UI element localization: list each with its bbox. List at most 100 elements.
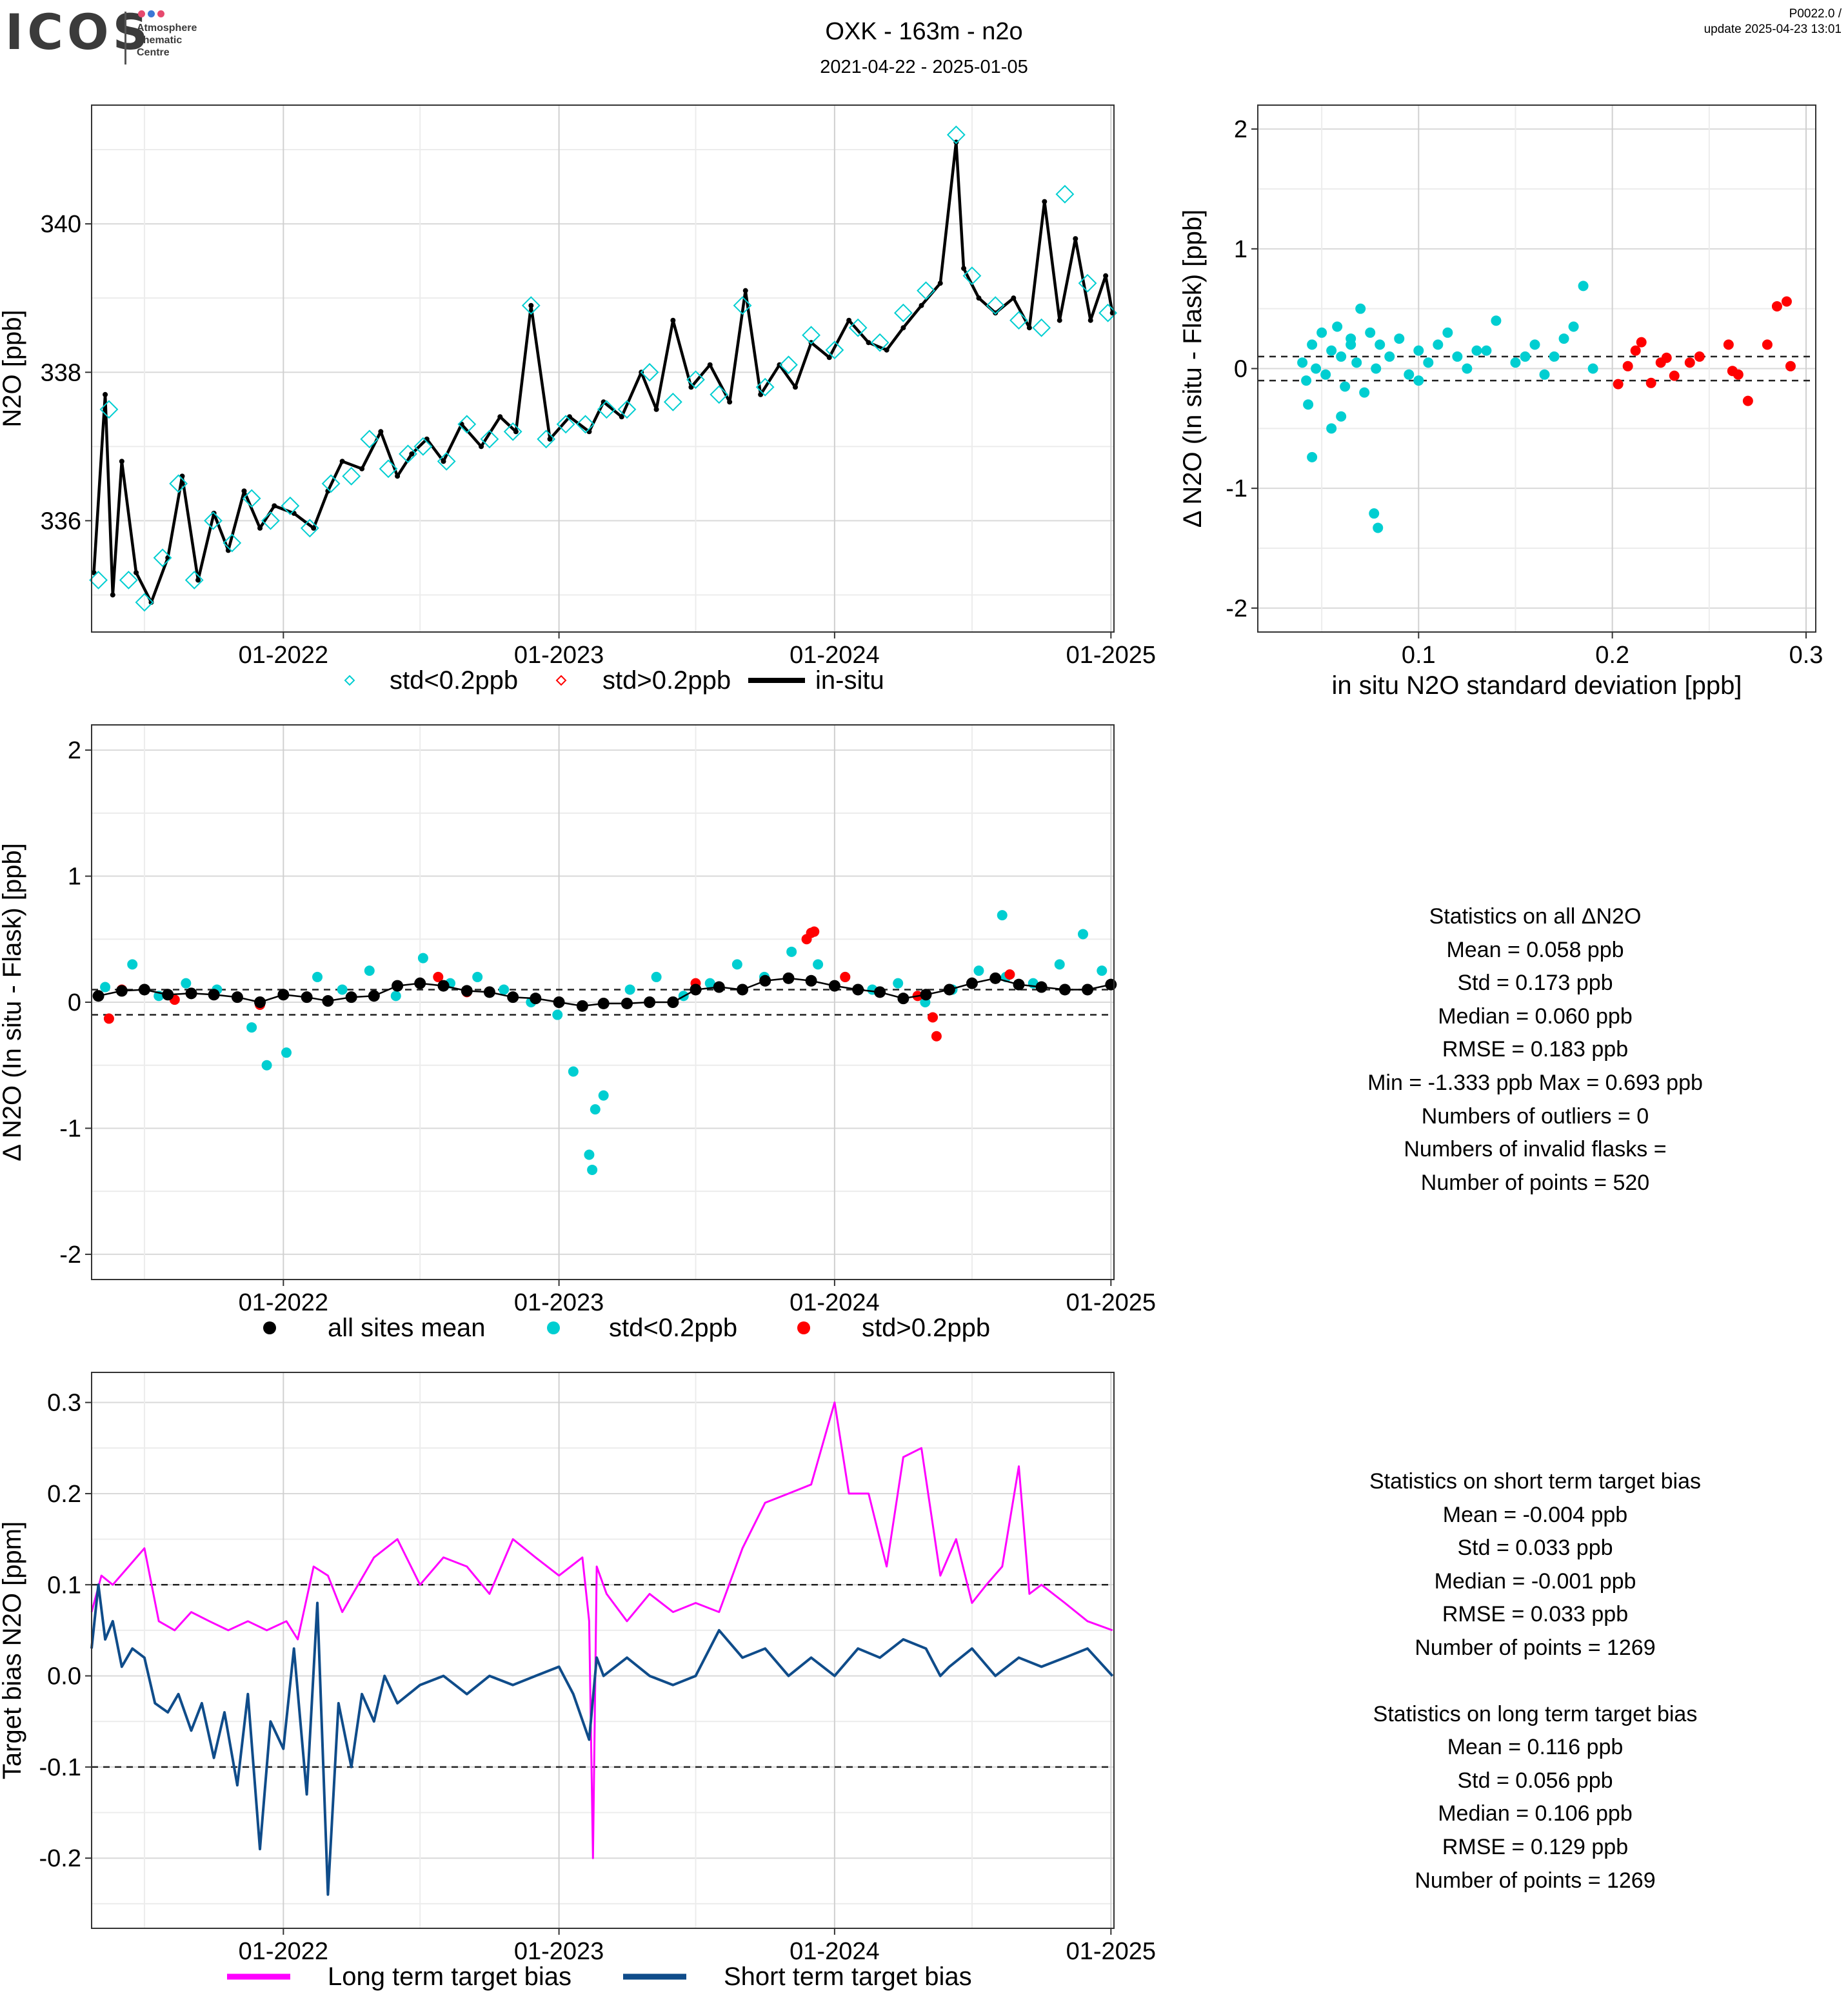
in-situ-point: [919, 302, 924, 308]
flask-low-std-point: [1336, 351, 1347, 362]
logo-sub-line: Atmosphere: [137, 23, 197, 34]
flask-low-std-marker: [1055, 184, 1075, 204]
flask-low-std-marker: [986, 296, 1005, 315]
delta-statistics: Statistics on all ΔN2O Mean = 0.058 ppb …: [1264, 900, 1806, 1200]
flask-low-std-marker: [576, 415, 595, 434]
page-title: OXK - 163m - n2o: [825, 18, 1023, 45]
flask-low-std-marker: [825, 341, 844, 360]
legend-in-situ-label: in-situ: [815, 666, 884, 695]
stat-line: RMSE = 0.183 ppb: [1442, 1037, 1629, 1062]
logo-dot: [138, 10, 145, 17]
legend-mean-label: all sites mean: [328, 1314, 486, 1342]
mean-point: [414, 977, 426, 989]
version-label: P0022.0 /: [1789, 7, 1842, 21]
in-situ-point: [241, 488, 247, 494]
x-tick-label: 01-2022: [239, 642, 328, 669]
flask-low-std-point: [1375, 339, 1386, 350]
stat-line: Number of points = 1269: [1415, 1635, 1656, 1660]
flask-high-std-point: [1762, 339, 1773, 350]
flask-low-std-point: [1307, 339, 1318, 350]
stat-line: Std = 0.056 ppb: [1457, 1768, 1613, 1793]
delta-timeseries-panel: -2 -1 0 1 2 01-2022 01-2023 01-2024 01-2025 Δ N2O…: [0, 724, 1156, 1316]
flask-low-std-point: [1303, 399, 1314, 410]
mean-point: [737, 984, 749, 996]
flask-low-std-point: [281, 1047, 292, 1058]
flask-low-std-marker: [321, 474, 341, 493]
flask-low-std-marker: [135, 593, 154, 612]
flask-low-std-point: [1549, 351, 1560, 362]
in-situ-point: [900, 325, 906, 331]
mean-point: [989, 972, 1002, 984]
flask-low-std-point: [584, 1149, 595, 1160]
mean-point: [115, 985, 128, 997]
mean-point: [231, 991, 243, 1004]
in-situ-point: [110, 592, 115, 598]
x-tick-label: 01-2024: [790, 1938, 879, 1965]
mean-point: [966, 977, 978, 989]
in-situ-point: [707, 362, 713, 368]
flask-high-std-point: [1636, 337, 1647, 348]
in-situ-point: [195, 577, 201, 583]
flask-low-std-point: [1373, 522, 1384, 533]
flask-low-std-point: [590, 1104, 601, 1115]
stat-line: Statistics on short term target bias: [1369, 1469, 1701, 1494]
stat-line: Numbers of outliers = 0: [1421, 1103, 1649, 1129]
flask-high-std-point: [1742, 395, 1753, 406]
stat-line: Statistics on long term target bias: [1373, 1701, 1698, 1726]
stat-line: Std = 0.033 ppb: [1457, 1536, 1613, 1561]
flask-low-std-marker: [281, 496, 300, 515]
mean-point: [897, 993, 909, 1005]
flask-low-std-marker: [184, 571, 204, 589]
in-situ-point: [961, 266, 967, 272]
flask-low-std-point: [1520, 351, 1531, 362]
plot-frame: [91, 724, 1115, 1280]
mean-point: [805, 974, 817, 987]
flask-low-std-point: [472, 971, 483, 982]
flask-low-std-point: [1371, 363, 1382, 374]
in-situ-point: [339, 459, 345, 464]
in-situ-point: [670, 317, 676, 323]
logo-sub-line: Thematic: [137, 35, 183, 46]
flask-low-std-point: [1332, 321, 1343, 332]
y-tick-label: 0.0: [47, 1663, 81, 1690]
flask-low-std-point: [1097, 965, 1108, 976]
flask-high-std-point: [809, 926, 820, 937]
flask-low-std-marker: [848, 318, 868, 337]
mean-point: [254, 996, 266, 1008]
flask-low-std-point: [1307, 451, 1318, 462]
in-situ-point: [547, 436, 553, 442]
flask-low-std-point: [1481, 345, 1492, 356]
y-axis-label: Δ N2O (In situ - Flask) [ppb]: [1178, 210, 1207, 528]
y-axis-label: Δ N2O (In situ - Flask) [ppb]: [0, 843, 26, 1162]
update-label: update 2025-04-23 13:01: [1704, 23, 1842, 36]
mean-point: [92, 990, 104, 1002]
flask-low-std-point: [1311, 363, 1322, 374]
mean-point: [943, 984, 955, 996]
flask-low-std-marker: [261, 511, 280, 530]
flask-low-std-marker: [1078, 273, 1097, 293]
flask-low-std-marker: [556, 415, 575, 434]
delta-vs-std-panel: -2 -1 0 1 2 0.1 0.2 0.3 in situ N2O standard dev…: [1178, 104, 1823, 700]
in-situ-point: [103, 391, 108, 397]
flask-low-std-marker: [962, 266, 982, 286]
flask-low-std-marker: [153, 548, 172, 568]
flask-low-std-point: [1078, 929, 1089, 940]
mean-point: [301, 991, 313, 1004]
mean-point: [576, 1000, 588, 1012]
flask-high-std-point: [928, 1012, 939, 1023]
y-tick-label: 2: [68, 737, 81, 764]
mean-point: [621, 997, 633, 1009]
flask-low-std-point: [1462, 363, 1473, 374]
x-tick-label: 01-2023: [514, 1938, 604, 1965]
y-tick-label: 0.2: [47, 1481, 81, 1508]
flask-high-std-point: [1661, 352, 1672, 363]
plot-frame: [91, 104, 1115, 633]
y-tick-label: 0: [68, 989, 81, 1016]
flask-low-std-marker: [169, 474, 188, 493]
flask-low-std-point: [1297, 357, 1308, 368]
n2o-timeseries-panel: 336 338 340 01-2022 01-2023 01-2024 01-2025 N2O…: [0, 104, 1156, 669]
flask-low-std-marker: [733, 296, 752, 315]
flask-low-std-point: [1326, 345, 1337, 356]
mean-point: [759, 974, 771, 987]
